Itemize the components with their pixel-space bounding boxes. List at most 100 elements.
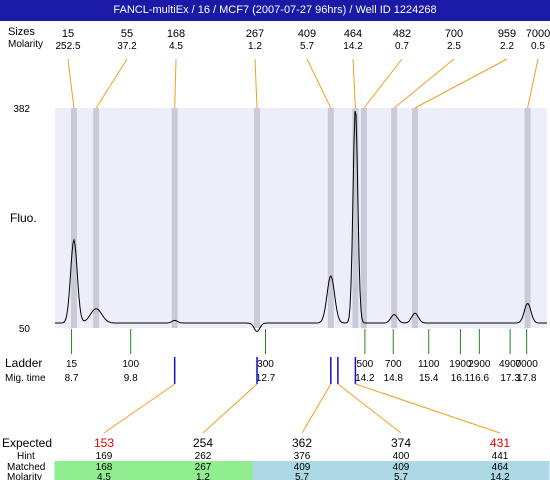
- peak-leader: [306, 58, 332, 109]
- fluorescence-trace: [55, 110, 547, 333]
- peak-molarity-label: 0.5: [531, 41, 545, 52]
- ladder-size-label: 15: [66, 359, 78, 370]
- peak-molarity-label: 2.5: [447, 41, 461, 52]
- expected-connector: [202, 383, 258, 434]
- expected-value: 362: [292, 436, 312, 450]
- hint-value: 376: [294, 451, 311, 462]
- peak-size-label: 482: [393, 28, 411, 40]
- matched-value: 409: [393, 462, 410, 473]
- ladder-size-label: 7000: [516, 359, 539, 370]
- peak-leader: [95, 58, 128, 109]
- peak-molarity-label: 14.2: [343, 41, 363, 52]
- ladder-size-label: 100: [122, 359, 139, 370]
- ladder-time-label: 14.8: [384, 373, 404, 384]
- matched-molarity-value: 4.5: [97, 472, 111, 480]
- peak-leader: [67, 58, 75, 109]
- matched-label: Matched: [7, 462, 45, 473]
- expected-table: 1531691684.52542622671.23623764095.73744…: [54, 436, 550, 480]
- ladder-size-label: 1100: [418, 359, 440, 370]
- peak-size-label: 7000: [526, 28, 550, 40]
- peak-band: [93, 108, 100, 328]
- matched-value: 409: [294, 462, 311, 473]
- peak-size-label: 464: [344, 28, 362, 40]
- expected-value: 374: [391, 436, 411, 450]
- peak-size-label: 700: [445, 28, 463, 40]
- ladder-size-label: 700: [385, 359, 402, 370]
- molarity-label: Molarity: [8, 39, 43, 50]
- sizes-label: Sizes: [8, 26, 35, 38]
- ladder-time-label: 8.7: [65, 373, 79, 384]
- peak-leader: [363, 58, 403, 109]
- peak-band: [327, 108, 334, 328]
- migration-ticks: [103, 357, 501, 434]
- matched-molarity-value: 5.7: [295, 472, 309, 480]
- peak-leader: [414, 58, 508, 109]
- peak-molarity-label: 252.5: [55, 41, 80, 52]
- peak-molarity-label: 4.5: [169, 41, 183, 52]
- molarity-bottom-label: Molarity: [7, 472, 42, 480]
- peak-band: [352, 108, 359, 328]
- matched-cell: [54, 461, 154, 480]
- expected-value: 431: [490, 436, 510, 450]
- ladder-time-label: 17.3: [500, 373, 520, 384]
- ladder-time-label: 14.2: [355, 373, 375, 384]
- ladder-size-label: 1900: [449, 359, 472, 370]
- hint-value: 441: [492, 451, 509, 462]
- peak-band: [360, 108, 367, 328]
- matched-cell: [351, 461, 451, 480]
- fluo-axis-label: Fluo.: [10, 211, 37, 225]
- hint-value: 262: [195, 451, 212, 462]
- ladder-time-label: 16.6: [470, 373, 490, 384]
- peak-band: [70, 108, 77, 328]
- peak-bands: [70, 108, 531, 328]
- peak-leader: [174, 58, 177, 109]
- matched-value: 267: [195, 462, 212, 473]
- hint-label: Hint: [17, 451, 35, 462]
- peak-size-label: 959: [498, 28, 516, 40]
- y-tick-max: 382: [13, 104, 30, 115]
- matched-molarity-value: 14.2: [490, 472, 510, 480]
- matched-value: 464: [492, 462, 509, 473]
- peak-size-label: 409: [298, 28, 316, 40]
- peak-leader: [352, 58, 356, 109]
- peak-leader: [393, 58, 455, 109]
- matched-molarity-value: 1.2: [196, 472, 210, 480]
- matched-cell: [450, 461, 550, 480]
- y-tick-min: 50: [19, 324, 31, 335]
- ladder-time-label: 12.7: [256, 373, 276, 384]
- peak-size-label: 55: [121, 28, 133, 40]
- matched-value: 168: [96, 462, 113, 473]
- ladder-size-label: 300: [257, 359, 274, 370]
- peak-molarity-label: 2.2: [500, 41, 514, 52]
- ladder-label: Ladder: [5, 356, 42, 370]
- ladder-time-label: 15.4: [419, 373, 439, 384]
- ladder-time-label: 16.1: [451, 373, 471, 384]
- expected-value: 254: [193, 436, 213, 450]
- peak-size-label: 267: [246, 28, 264, 40]
- expected-connector: [355, 383, 501, 434]
- expected-value: 153: [94, 436, 114, 450]
- peak-leaders: [67, 58, 539, 109]
- matched-cell: [252, 461, 352, 480]
- peak-molarity-label: 1.2: [248, 41, 262, 52]
- expected-connector: [337, 383, 402, 434]
- chart-title: FANCL-multiEx / 16 / MCF7 (2007-07-27 96…: [0, 0, 550, 21]
- expected-connector: [301, 383, 332, 434]
- ladder-size-label: 4900: [499, 359, 522, 370]
- peak-size-label: 15: [62, 28, 74, 40]
- peak-band: [171, 108, 178, 328]
- ladder-time-label: 17.8: [517, 373, 537, 384]
- matched-molarity-value: 5.7: [394, 472, 408, 480]
- plot-area: [55, 108, 547, 328]
- peak-band: [412, 108, 419, 328]
- peak-molarity-label: 0.7: [395, 41, 409, 52]
- matched-cell: [153, 461, 253, 480]
- ladder-time-label: 9.8: [124, 373, 138, 384]
- peak-band: [391, 108, 398, 328]
- peak-band: [524, 108, 531, 328]
- ladder-markers: 15 8.7 100 9.8 300 12.7 500 14.2 700 14.8 1100 15.4…: [65, 329, 539, 384]
- peak-leader: [527, 58, 539, 109]
- hint-value: 400: [393, 451, 410, 462]
